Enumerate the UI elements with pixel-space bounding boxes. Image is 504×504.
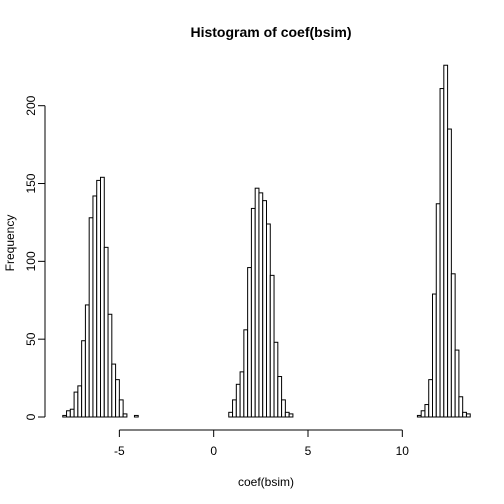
histogram-bar — [273, 341, 279, 418]
histogram-bar — [258, 192, 264, 418]
x-axis-label: coef(bsim) — [238, 475, 294, 489]
histogram-bar — [254, 187, 260, 418]
y-tick-label: 100 — [24, 251, 38, 271]
histogram-bar — [88, 217, 94, 418]
histogram-bar — [100, 176, 105, 418]
histogram-bar — [69, 408, 75, 418]
y-tick-label: 0 — [24, 413, 38, 420]
histogram-bar — [277, 376, 283, 418]
x-tick-label: -5 — [114, 444, 125, 458]
histogram-bar — [284, 411, 290, 418]
histogram-bar — [428, 379, 434, 418]
y-tick-label: 150 — [24, 173, 38, 193]
histogram-bar — [77, 385, 83, 418]
histogram-bar — [420, 410, 426, 418]
histogram-bar — [424, 404, 430, 418]
histogram-bar — [435, 203, 441, 418]
histogram-bar — [416, 414, 422, 418]
y-axis-label: Frequency — [3, 215, 17, 272]
chart-title: Histogram of coef(bsim) — [190, 24, 351, 40]
histogram-bar — [243, 329, 249, 418]
x-tick-label: 5 — [305, 444, 312, 458]
x-axis: -5 0 5 10 — [114, 429, 410, 458]
histogram-bar — [235, 383, 241, 418]
histogram-bar — [450, 273, 456, 418]
histogram-bar — [107, 313, 113, 418]
histogram-bar — [122, 413, 128, 418]
y-axis: 0 50 100 150 200 — [24, 95, 46, 420]
y-tick-label: 200 — [24, 95, 38, 115]
histogram-bar — [239, 371, 245, 418]
histogram-bar — [96, 179, 102, 418]
x-tick-label: 0 — [210, 444, 217, 458]
histogram-bar — [447, 128, 452, 418]
histogram-bar — [62, 414, 68, 418]
histogram-bar — [443, 64, 449, 418]
histogram-bar — [269, 274, 275, 418]
histogram-bar — [232, 399, 237, 418]
histogram-bar — [281, 399, 286, 418]
histogram-bar — [103, 246, 109, 418]
histogram-bar — [247, 267, 252, 418]
histogram-bar — [454, 349, 460, 418]
histogram-bar — [266, 223, 271, 418]
histogram-bar — [288, 413, 294, 418]
histogram-bar — [250, 207, 256, 418]
histogram-bar — [439, 88, 445, 418]
histogram-bars — [62, 64, 471, 418]
histogram-bar — [462, 411, 467, 418]
x-tick-label: 10 — [396, 444, 410, 458]
histogram-bar — [465, 413, 471, 418]
histogram-bar — [92, 195, 98, 418]
histogram-bar — [84, 304, 90, 418]
histogram-bar — [432, 293, 437, 418]
histogram-bar — [73, 391, 79, 418]
histogram-bar — [458, 396, 464, 418]
histogram-bar — [111, 363, 117, 418]
y-tick-label: 50 — [24, 332, 38, 346]
histogram-bar — [133, 414, 139, 418]
histogram-bar — [115, 379, 120, 418]
histogram-bar — [66, 410, 71, 418]
histogram-bar — [228, 411, 234, 418]
histogram-bar — [262, 200, 268, 418]
histogram-bar — [118, 399, 124, 418]
histogram-bar — [81, 340, 86, 418]
